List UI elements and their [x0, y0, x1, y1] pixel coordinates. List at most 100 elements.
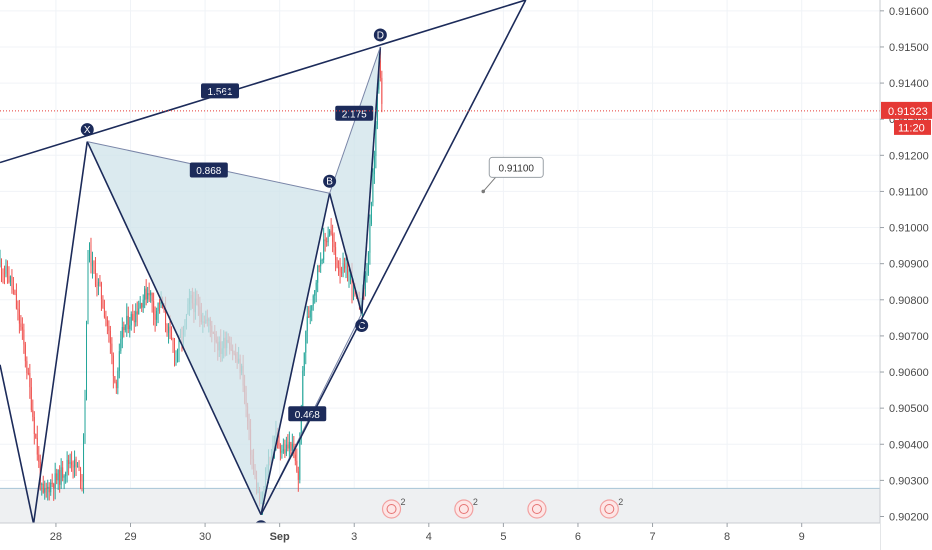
pattern-leg[interactable] — [360, 46, 382, 314]
candle-body — [305, 331, 307, 353]
candle-body — [90, 245, 92, 267]
ratio-label-box[interactable] — [335, 105, 374, 121]
candle-body — [14, 290, 16, 295]
candle-body — [78, 466, 80, 468]
price-axis[interactable]: 0.916000.915000.914000.913000.912000.911… — [879, 0, 932, 550]
candle-body — [151, 292, 153, 302]
candle-body — [290, 441, 292, 451]
pattern-leg[interactable] — [260, 193, 331, 515]
candle-body — [344, 263, 346, 269]
pattern-leg[interactable] — [328, 193, 363, 314]
candle-body — [348, 275, 350, 282]
callout-box[interactable] — [488, 156, 544, 178]
trend-line[interactable] — [260, 0, 527, 516]
candle-body — [178, 337, 180, 352]
candle-body — [0, 261, 2, 273]
time-tick-label: 6 — [575, 531, 581, 543]
candle-body — [156, 310, 158, 320]
ratio-label-box[interactable] — [201, 83, 239, 99]
pattern-point-label-d: D — [377, 30, 384, 41]
pattern-point-marker[interactable] — [355, 319, 369, 333]
trend-lines[interactable] — [0, 0, 527, 524]
ratio-label-box[interactable] — [189, 162, 228, 178]
candle-body — [139, 303, 141, 309]
candle-body — [326, 241, 328, 243]
candle-body — [367, 252, 369, 273]
candle-body — [142, 299, 144, 308]
event-flag-icon[interactable] — [527, 499, 547, 519]
price-tag[interactable] — [881, 101, 932, 119]
time-tick-label: 29 — [124, 531, 136, 543]
candle-body — [24, 344, 26, 362]
event-markers[interactable]: 2 2 2 — [381, 497, 624, 519]
candle-body — [126, 315, 128, 325]
event-flag-icon[interactable] — [599, 499, 619, 519]
pattern-point-label-b: B — [326, 177, 333, 188]
trend-line[interactable] — [0, 0, 526, 164]
event-flag-icon[interactable] — [381, 499, 402, 519]
candle-body — [121, 327, 123, 339]
candle-body — [2, 272, 4, 274]
candle-body — [51, 482, 53, 485]
price-tick-label: 0.91200 — [889, 150, 929, 162]
countdown-value: 11:20 — [898, 122, 925, 134]
candle-body — [56, 473, 58, 481]
candle-body — [345, 265, 347, 269]
candle-body — [65, 472, 67, 477]
candle-body — [11, 275, 13, 287]
candle-body — [138, 308, 140, 315]
candle-body — [109, 330, 111, 344]
pattern-point-label-x: X — [84, 125, 91, 136]
price-tick-label: 0.90500 — [889, 403, 929, 415]
candle-body — [9, 275, 11, 283]
candle-body — [282, 449, 284, 451]
candle-body — [366, 272, 368, 276]
pattern-point-marker[interactable] — [323, 174, 337, 188]
candle-body — [80, 467, 82, 481]
candle-body — [118, 351, 120, 371]
candle-body — [333, 241, 335, 248]
candle-body — [300, 413, 302, 439]
candle-body — [364, 275, 366, 289]
candle-body — [75, 459, 77, 467]
pattern-point-marker[interactable] — [373, 28, 387, 42]
ratio-label-box[interactable] — [288, 406, 327, 422]
candle-body — [66, 459, 68, 473]
trend-line[interactable] — [0, 364, 35, 524]
candle-body — [294, 454, 296, 461]
candle-body — [279, 445, 281, 453]
candle-body — [373, 155, 375, 175]
callout-text: 0.91100 — [499, 163, 535, 174]
candle-body — [166, 324, 168, 333]
pattern-triangle-xab[interactable] — [87, 141, 330, 515]
ratio-label: 2.175 — [342, 109, 367, 120]
candle-body — [157, 302, 159, 311]
candle-body — [127, 315, 129, 330]
price-tick-label: 0.91400 — [889, 78, 929, 90]
candle-body — [154, 314, 156, 320]
candle-body — [77, 466, 79, 468]
candle-body — [94, 269, 96, 285]
candle-body — [30, 387, 32, 410]
ratio-label: 0.868 — [196, 166, 221, 177]
price-callout[interactable]: 0.91100 — [481, 156, 544, 194]
candle-body — [342, 263, 344, 274]
candle-body — [297, 471, 299, 480]
candle-body — [145, 288, 147, 300]
trend-line[interactable] — [32, 141, 89, 524]
ratio-label: 0.468 — [295, 410, 320, 421]
candle-body — [3, 273, 5, 275]
candle-body — [29, 373, 31, 388]
time-axis[interactable]: 28 29 30 Sep 3 4 5 6 7 8 9 — [0, 522, 880, 550]
event-flag-icon[interactable] — [454, 499, 474, 519]
candle-body — [168, 326, 170, 333]
lower-band — [0, 488, 880, 523]
price-tick-label: 0.90300 — [889, 475, 929, 487]
candle-body — [68, 459, 70, 465]
pattern-point-marker[interactable] — [80, 123, 94, 137]
pattern-leg[interactable] — [86, 141, 262, 516]
callout-anchor — [481, 189, 486, 194]
candle-body — [338, 267, 340, 269]
